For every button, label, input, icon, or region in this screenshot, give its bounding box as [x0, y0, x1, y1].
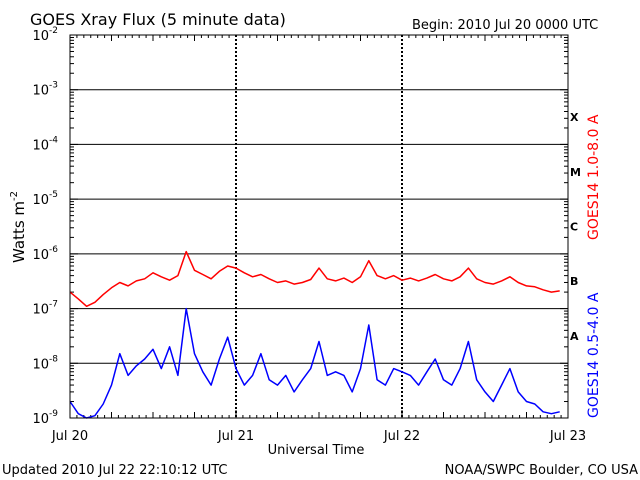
source-attribution: NOAA/SWPC Boulder, CO USA [445, 463, 638, 478]
y-tick-label: 10-8 [32, 354, 58, 372]
y-tick-exponent: -6 [49, 245, 58, 255]
y-tick-label: 10-6 [32, 245, 58, 263]
y-tick-mantissa: 10 [32, 248, 49, 263]
flare-class-label: C [570, 221, 578, 234]
series-line-short-channel [69, 307, 560, 419]
x-tick-label: Jul 23 [549, 429, 586, 444]
updated-timestamp: Updated 2010 Jul 22 22:10:12 UTC [2, 463, 227, 478]
flare-class-labels: A B C M X [570, 111, 581, 343]
y-tick-mantissa: 10 [32, 84, 49, 99]
y-tick-exponent: -9 [49, 409, 58, 419]
y-tick-mantissa: 10 [32, 303, 49, 318]
legend-entry-short-channel: GOES14 0.5-4.0 A [586, 292, 602, 418]
x-tick-label: Jul 21 [217, 429, 254, 444]
plot-frame [69, 34, 569, 419]
y-axis-label-exponent: -2 [9, 191, 20, 201]
x-tick-label: Jul 20 [51, 429, 88, 444]
y-axis-ticks: 10-910-810-710-610-510-410-310-2 [32, 26, 568, 427]
flare-class-label: A [570, 330, 579, 343]
y-tick-exponent: -7 [49, 300, 58, 310]
series-lines [69, 250, 560, 419]
x-tick-label: Jul 22 [383, 429, 420, 444]
x-axis-label: Universal Time [268, 443, 365, 458]
y-tick-label: 10-2 [32, 26, 58, 44]
y-tick-mantissa: 10 [32, 29, 49, 44]
x-axis-ticks: Jul 20 Jul 21 Jul 22 Jul 23 [51, 35, 586, 444]
y-axis-label-text: Watts m [10, 201, 28, 263]
y-tick-exponent: -8 [49, 354, 58, 364]
y-tick-label: 10-9 [32, 409, 58, 427]
y-tick-mantissa: 10 [32, 357, 49, 372]
legend-entry-long-channel: GOES14 1.0-8.0 A [586, 114, 602, 240]
grid [70, 35, 568, 418]
flare-class-label: M [570, 166, 581, 179]
y-tick-mantissa: 10 [32, 193, 49, 208]
y-axis-label: Watts m-2 [9, 191, 28, 263]
y-tick-exponent: -2 [49, 26, 58, 36]
y-tick-mantissa: 10 [32, 412, 49, 427]
y-tick-mantissa: 10 [32, 138, 49, 153]
y-tick-exponent: -5 [49, 190, 58, 200]
y-tick-label: 10-5 [32, 190, 58, 208]
y-tick-exponent: -3 [49, 81, 58, 91]
flare-class-label: X [570, 111, 579, 124]
y-tick-label: 10-7 [32, 300, 58, 318]
series-line-long-channel [69, 250, 560, 308]
y-tick-label: 10-4 [32, 135, 58, 153]
chart-title: GOES Xray Flux (5 minute data) [30, 10, 286, 29]
begin-date-label: Begin: 2010 Jul 20 0000 UTC [412, 18, 598, 33]
y-tick-label: 10-3 [32, 81, 58, 99]
flare-class-label: B [570, 275, 578, 288]
y-tick-exponent: -4 [49, 135, 58, 145]
